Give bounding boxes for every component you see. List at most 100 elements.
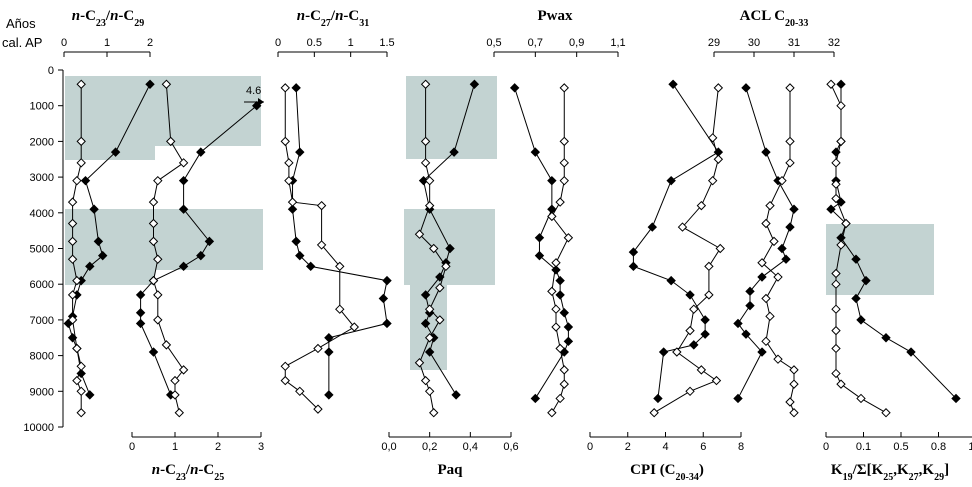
c27c31-x-tick-label-0: 0 — [275, 37, 281, 49]
c23c29-series-0-point-14 — [85, 390, 95, 400]
acl-series-1-point-2 — [785, 158, 795, 168]
pwax-series-1-point-3 — [559, 175, 569, 186]
c23c29-x-tick-label-0: 0 — [61, 37, 67, 49]
c23c29-title-part-1: -C — [80, 8, 96, 24]
c23c25-x-tick-label-1: 1 — [172, 441, 178, 453]
shaded-interval-0 — [65, 76, 261, 146]
pwax-series-0-point-13 — [530, 393, 541, 404]
c23c25-title-part-4: n — [190, 462, 198, 478]
pwax-series-0-point-0 — [509, 83, 520, 93]
c27c31-series-1-point-6 — [316, 240, 327, 250]
paq-x-tick-label-2: 0,4 — [463, 441, 478, 453]
pwax-series-0-point-10 — [563, 322, 574, 332]
c23c25-series-1-point-5 — [148, 218, 159, 229]
cpi-series-1-point-2 — [713, 154, 724, 164]
c27c31-series-0-point-9 — [382, 318, 392, 329]
c23c29-series-1-point-0 — [76, 79, 86, 89]
c23c29-title-part-3: / — [105, 8, 111, 24]
acl-series-1-point-7 — [757, 258, 767, 268]
c27c31-series-0-point-8 — [378, 293, 389, 304]
c27c31-series-1-point-14 — [313, 404, 323, 414]
cpi-series-1-point-4 — [696, 200, 707, 211]
cpi-series-1-point-0 — [713, 83, 724, 93]
cpi-series-1-point-5 — [677, 222, 688, 232]
c23c25-title-part-6: 25 — [214, 472, 224, 483]
paq-x-tick-label-3: 0,6 — [503, 441, 518, 453]
k19-series-0-point-12 — [881, 333, 891, 343]
cpi-series-0-point-2 — [666, 175, 676, 186]
paq-x-tick-label-1: 0,2 — [422, 441, 437, 453]
k19-title-part-6: ,K — [919, 462, 935, 478]
c23c29-series-1-point-8 — [72, 275, 82, 286]
c23c29-series-1-point-11 — [72, 343, 82, 354]
c23c25-series-1-point-11 — [161, 340, 172, 350]
c27c31-title-part-3: / — [330, 8, 336, 24]
pwax-series-1-point-15 — [547, 408, 557, 418]
k19-series-0-point-0 — [836, 79, 846, 89]
paq-title: Paq — [437, 462, 463, 478]
data-series — [63, 79, 961, 418]
acl-series-1-point-4 — [765, 200, 775, 211]
pwax-x-tick-label-1: 0,7 — [528, 37, 543, 49]
paq-x-tick-label-0: 0,0 — [381, 441, 396, 453]
y-tick-label-1: 1000 — [30, 101, 54, 113]
acl-series-0-point-5 — [777, 243, 787, 254]
c23c25-series-0-point-11 — [148, 347, 159, 357]
c23c25-series-0-point-1 — [196, 147, 206, 157]
c23c25-title-part-0: n — [152, 462, 160, 478]
c27c31-series-1-point-4 — [287, 197, 298, 207]
c23c29-series-0-point-6 — [85, 261, 95, 272]
c23c29-title-part-6: 29 — [134, 18, 144, 29]
acl-series-0-point-8 — [745, 286, 755, 297]
pwax-series-0-point-7 — [555, 275, 565, 286]
c23c25-series-1-point-2 — [178, 158, 189, 168]
acl-series-1-point-12 — [773, 354, 783, 364]
c27c31-series-1-point-7 — [335, 261, 345, 272]
k19-title-part-5: 27 — [909, 472, 919, 483]
pwax-series-0-point-9 — [559, 308, 569, 318]
pwax-series-0-point-11 — [563, 336, 574, 347]
c23c29-series-1-point-7 — [67, 254, 78, 264]
acl-x-tick-label-1: 30 — [748, 37, 760, 49]
cpi-x-tick-label-1: 2 — [625, 441, 631, 453]
acl-series-0-point-6 — [781, 254, 791, 264]
pwax-series-1-point-7 — [551, 258, 561, 268]
y-tick-label-10: 10000 — [23, 422, 54, 434]
cpi-series-1-point-9 — [689, 304, 699, 314]
c27c31-series-1-point-8 — [335, 304, 345, 314]
c23c29-series-1-point-2 — [76, 158, 86, 168]
c27c31-series-1-point-1 — [280, 136, 290, 147]
k19-series-1-point-6 — [841, 218, 851, 229]
paq-series-1-point-3 — [424, 175, 435, 186]
paq-series-0-point-2 — [418, 175, 429, 186]
c23c25-series-1-point-1 — [165, 136, 176, 147]
acl-series-0-point-4 — [785, 222, 795, 232]
pwax-series-1-point-2 — [559, 158, 569, 168]
cpi-series-0-point-4 — [628, 247, 639, 257]
paq-series-1-point-6 — [429, 243, 439, 254]
c23c25-series-0-point-3 — [178, 204, 189, 214]
c27c31-series-0-point-7 — [382, 275, 392, 286]
cpi-series-1-line — [653, 87, 721, 414]
c23c29-series-1-point-15 — [76, 408, 86, 418]
c23c25-series-1-point-7 — [153, 254, 163, 264]
cpi-series-0-point-11 — [658, 347, 669, 357]
pwax-x-tick-label-2: 0,9 — [569, 37, 584, 49]
c23c25-series-0-point-9 — [135, 308, 146, 318]
acl-title: ACL C20-33 — [740, 8, 809, 29]
pwax-series-1-point-1 — [559, 136, 569, 147]
c23c29-series-1-point-10 — [67, 315, 78, 325]
c23c25-series-1-point-12 — [178, 365, 189, 375]
c27c31-title-part-1: -C — [305, 8, 321, 24]
pwax-series-1-point-0 — [559, 83, 569, 93]
k19-series-1-point-3 — [831, 158, 841, 168]
c23c25-x-tick-label-0: 0 — [129, 441, 135, 453]
paq-series-1-point-13 — [420, 375, 431, 386]
acl-series-1-point-0 — [785, 83, 795, 93]
k19-series-1-point-1 — [836, 100, 846, 111]
paq-series-1-point-9 — [424, 304, 435, 314]
k19-x-tick-label-1: 0.1 — [856, 441, 871, 453]
y-tick-label-6: 6000 — [30, 279, 54, 291]
c27c31-title-part-2: 27 — [321, 18, 331, 29]
c23c25-series-0-point-8 — [135, 290, 146, 300]
